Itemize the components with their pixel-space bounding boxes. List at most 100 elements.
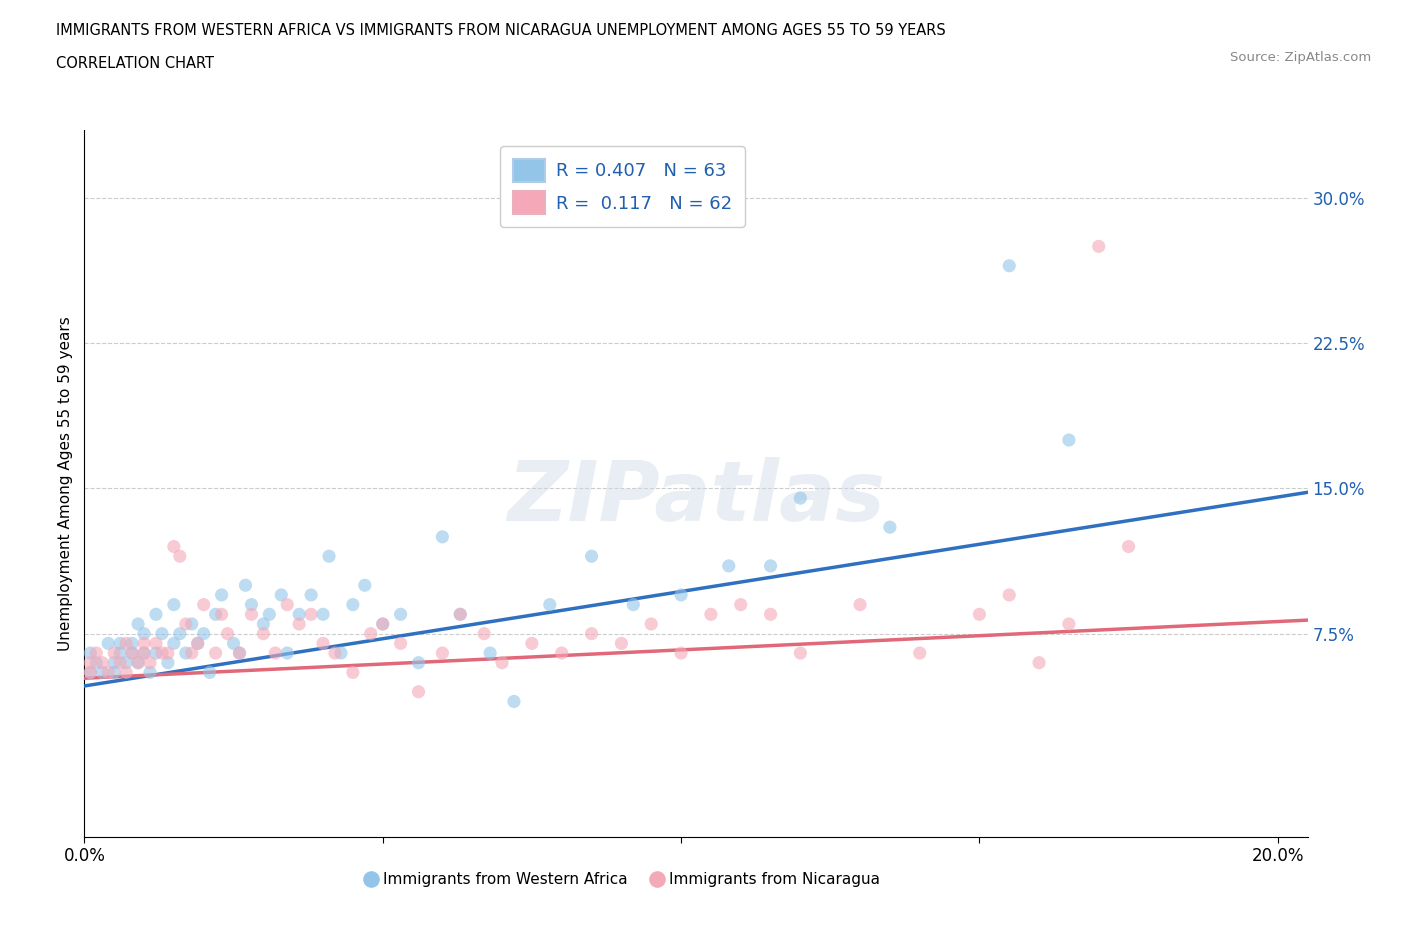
Point xyxy=(204,645,226,660)
Point xyxy=(669,588,692,603)
Point xyxy=(121,645,143,660)
Point xyxy=(264,645,287,660)
Point xyxy=(318,549,340,564)
Point xyxy=(259,607,281,622)
Point xyxy=(288,617,311,631)
Point xyxy=(211,588,233,603)
Point xyxy=(581,549,603,564)
Point xyxy=(432,529,454,544)
Point xyxy=(849,597,872,612)
Point xyxy=(156,656,179,671)
Point xyxy=(1118,539,1140,554)
Point xyxy=(180,617,202,631)
Point xyxy=(84,656,107,671)
Point xyxy=(520,636,543,651)
Point xyxy=(371,617,394,631)
Point xyxy=(108,645,131,660)
Point xyxy=(150,645,173,660)
Legend: Immigrants from Western Africa, Immigrants from Nicaragua: Immigrants from Western Africa, Immigran… xyxy=(359,866,886,893)
Point xyxy=(97,665,120,680)
Point xyxy=(174,617,197,631)
Point xyxy=(299,607,322,622)
Point xyxy=(371,617,394,631)
Point xyxy=(132,645,155,660)
Point xyxy=(163,597,186,612)
Point xyxy=(360,626,382,641)
Point xyxy=(449,607,471,622)
Point xyxy=(193,626,215,641)
Point xyxy=(276,597,298,612)
Point xyxy=(228,645,250,660)
Point xyxy=(299,588,322,603)
Point xyxy=(84,645,107,660)
Point xyxy=(169,626,191,641)
Text: ZIPatlas: ZIPatlas xyxy=(508,458,884,538)
Point xyxy=(998,259,1021,273)
Point xyxy=(408,656,430,671)
Point xyxy=(621,597,644,612)
Point xyxy=(789,645,811,660)
Point xyxy=(127,656,149,671)
Point xyxy=(103,665,125,680)
Point xyxy=(432,645,454,660)
Point xyxy=(1087,239,1109,254)
Point xyxy=(908,645,931,660)
Point xyxy=(329,645,352,660)
Point xyxy=(187,636,209,651)
Point xyxy=(139,665,162,680)
Point xyxy=(211,607,233,622)
Point xyxy=(127,617,149,631)
Point xyxy=(759,558,782,573)
Point xyxy=(121,636,143,651)
Text: CORRELATION CHART: CORRELATION CHART xyxy=(56,56,214,71)
Point xyxy=(879,520,901,535)
Point xyxy=(389,636,412,651)
Point xyxy=(79,645,101,660)
Point xyxy=(187,636,209,651)
Point xyxy=(180,645,202,660)
Point xyxy=(1057,617,1080,631)
Point xyxy=(193,597,215,612)
Point xyxy=(252,626,274,641)
Point xyxy=(408,684,430,699)
Point xyxy=(132,626,155,641)
Text: IMMIGRANTS FROM WESTERN AFRICA VS IMMIGRANTS FROM NICARAGUA UNEMPLOYMENT AMONG A: IMMIGRANTS FROM WESTERN AFRICA VS IMMIGR… xyxy=(56,23,946,38)
Point xyxy=(145,607,167,622)
Point xyxy=(150,626,173,641)
Point xyxy=(276,645,298,660)
Point xyxy=(204,607,226,622)
Point xyxy=(759,607,782,622)
Point xyxy=(132,636,155,651)
Point xyxy=(103,645,125,660)
Point xyxy=(312,607,335,622)
Point xyxy=(240,597,263,612)
Point xyxy=(115,656,138,671)
Point xyxy=(503,694,526,709)
Point xyxy=(145,636,167,651)
Point xyxy=(79,665,101,680)
Point xyxy=(1057,432,1080,447)
Point xyxy=(108,636,131,651)
Point xyxy=(640,617,662,631)
Point xyxy=(479,645,502,660)
Point xyxy=(730,597,752,612)
Point xyxy=(270,588,292,603)
Point xyxy=(132,645,155,660)
Point xyxy=(169,549,191,564)
Point xyxy=(353,578,375,592)
Point xyxy=(610,636,633,651)
Point xyxy=(139,656,162,671)
Point xyxy=(998,588,1021,603)
Point xyxy=(717,558,740,573)
Point xyxy=(1028,656,1050,671)
Point xyxy=(115,665,138,680)
Point xyxy=(97,636,120,651)
Point xyxy=(491,656,513,671)
Point xyxy=(115,636,138,651)
Point xyxy=(389,607,412,622)
Point xyxy=(342,665,364,680)
Point xyxy=(79,656,101,671)
Point xyxy=(217,626,239,641)
Point xyxy=(127,656,149,671)
Point xyxy=(288,607,311,622)
